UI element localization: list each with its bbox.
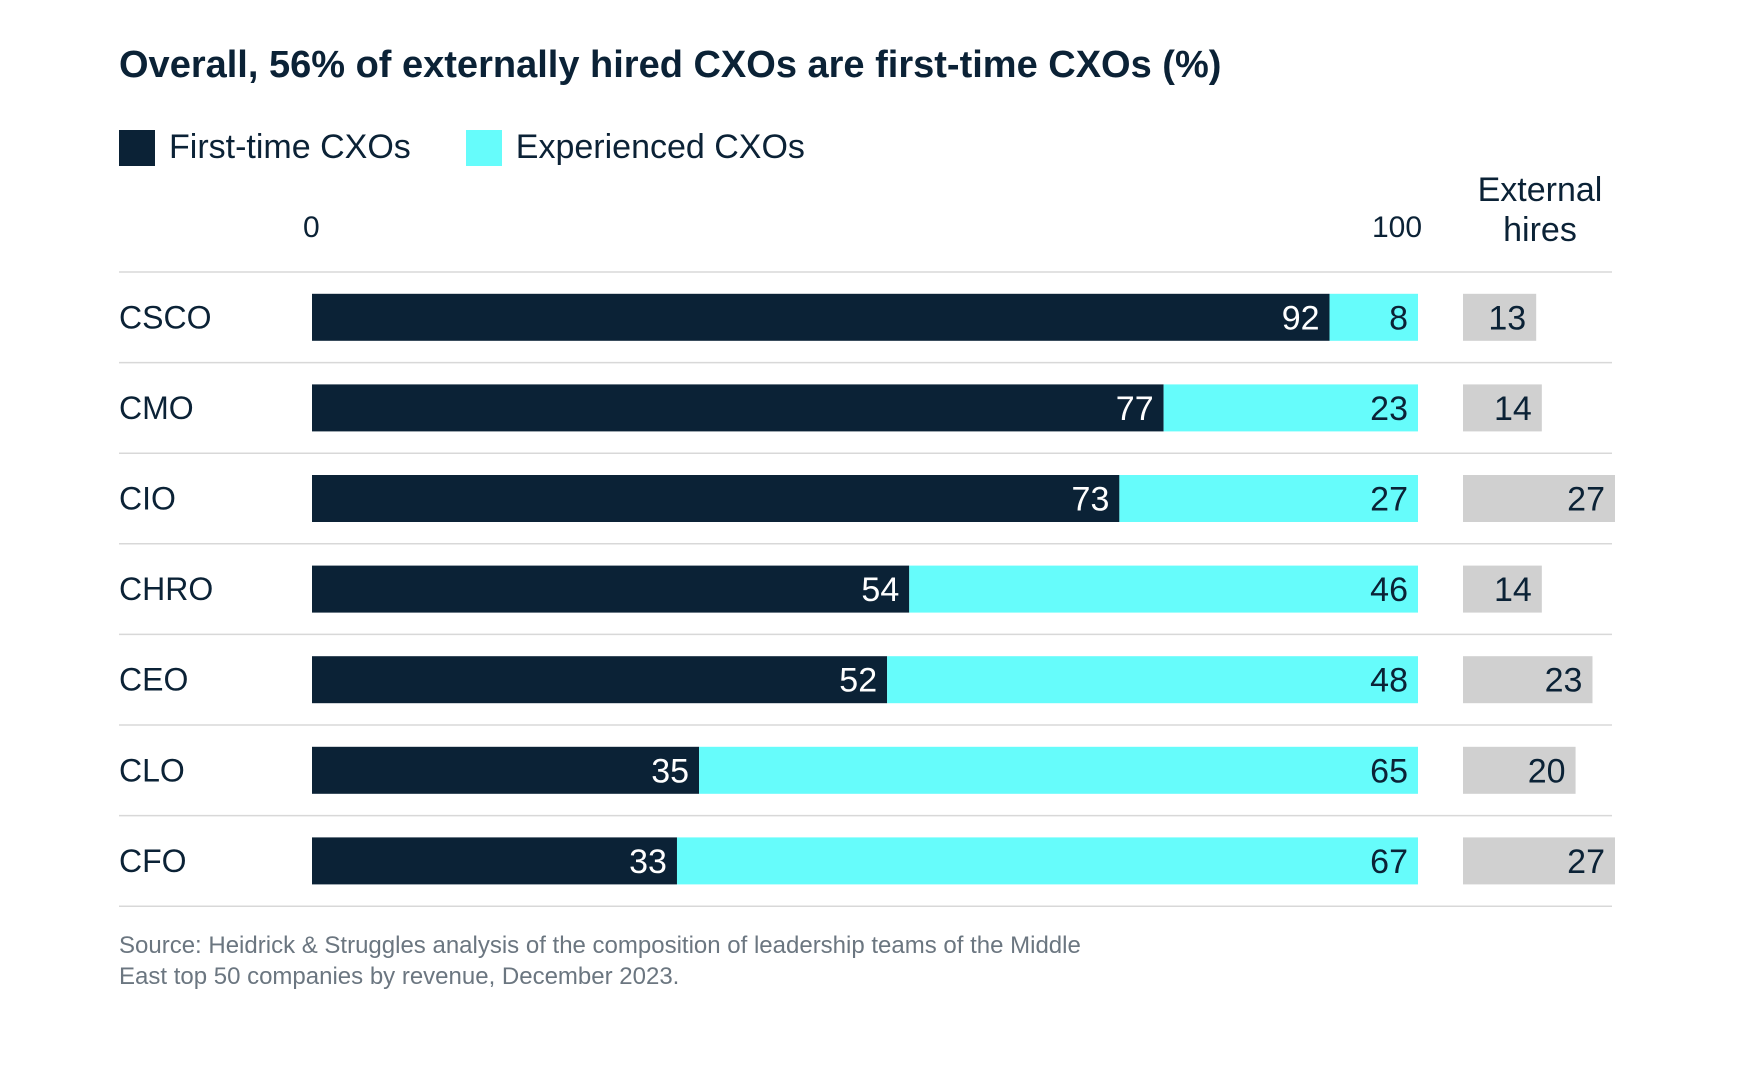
bar-experienced	[699, 746, 1418, 794]
category-label: CHRO	[119, 571, 213, 607]
bar-experienced	[887, 656, 1418, 704]
data-label-experienced: 48	[1370, 662, 1408, 700]
external-hires-header-line1: External	[1477, 171, 1603, 209]
data-label-first-time: 77	[1116, 390, 1154, 428]
data-label-first-time: 54	[861, 571, 899, 609]
data-label-external-hires: 27	[1567, 843, 1605, 881]
external-hires-header: External hires	[1465, 170, 1615, 250]
data-label-external-hires: 27	[1567, 481, 1605, 519]
bar-experienced	[1329, 293, 1418, 341]
axis-min-label: 0	[303, 211, 320, 244]
legend-swatch-experienced	[465, 129, 502, 166]
axis-max-label: 100	[1372, 211, 1423, 244]
category-label: CEO	[119, 662, 188, 698]
bar-first-time	[312, 837, 677, 885]
bar-external-hires	[1463, 475, 1615, 522]
bar-experienced	[676, 837, 1418, 885]
data-label-external-hires: 14	[1494, 571, 1532, 609]
legend-label-experienced: Experienced CXOs	[515, 128, 805, 166]
legend-item-experienced: Experienced CXOs	[465, 128, 805, 167]
bar-external-hires	[1463, 746, 1576, 794]
external-hires-header-line2: hires	[1503, 211, 1577, 249]
bar-experienced	[909, 565, 1418, 613]
data-label-experienced: 65	[1370, 752, 1408, 790]
bar-experienced	[1163, 384, 1418, 432]
data-label-first-time: 73	[1072, 481, 1110, 519]
category-label: CLO	[119, 752, 185, 788]
data-label-first-time: 35	[651, 752, 689, 790]
legend-label-first-time: First-time CXOs	[169, 128, 411, 166]
category-label: CFO	[119, 843, 187, 879]
bar-first-time	[312, 656, 888, 704]
data-label-external-hires: 13	[1488, 299, 1526, 337]
data-label-experienced: 67	[1370, 843, 1408, 881]
legend: First-time CXOs Experienced CXOs	[119, 128, 860, 167]
bar-first-time	[312, 293, 1330, 341]
bar-experienced	[1119, 475, 1418, 522]
bar-first-time	[312, 746, 700, 794]
source-note: Source: Heidrick & Struggles analysis of…	[119, 932, 1081, 990]
data-label-first-time: 92	[1282, 299, 1320, 337]
data-label-experienced: 8	[1389, 299, 1408, 337]
data-label-external-hires: 23	[1545, 662, 1583, 700]
data-label-external-hires: 14	[1494, 390, 1532, 428]
category-label: CIO	[119, 481, 176, 517]
data-label-experienced: 23	[1370, 390, 1408, 428]
chart-title: Overall, 56% of externally hired CXOs ar…	[119, 44, 1222, 86]
category-label: CSCO	[119, 299, 211, 335]
data-label-external-hires: 20	[1528, 752, 1566, 790]
data-label-first-time: 33	[629, 843, 667, 881]
legend-swatch-first-time	[119, 129, 155, 166]
bar-first-time	[312, 475, 1120, 522]
bar-external-hires	[1463, 384, 1542, 432]
bar-first-time	[312, 384, 1164, 432]
bar-external-hires	[1463, 837, 1615, 885]
bar-external-hires	[1463, 565, 1542, 613]
category-label: CMO	[119, 390, 194, 426]
bar-first-time	[312, 565, 910, 613]
data-label-first-time: 52	[839, 662, 877, 700]
data-label-experienced: 27	[1370, 481, 1408, 519]
bar-external-hires	[1463, 293, 1537, 341]
legend-item-first-time: First-time CXOs	[119, 128, 411, 167]
bar-external-hires	[1463, 656, 1593, 704]
data-label-experienced: 46	[1370, 571, 1408, 609]
